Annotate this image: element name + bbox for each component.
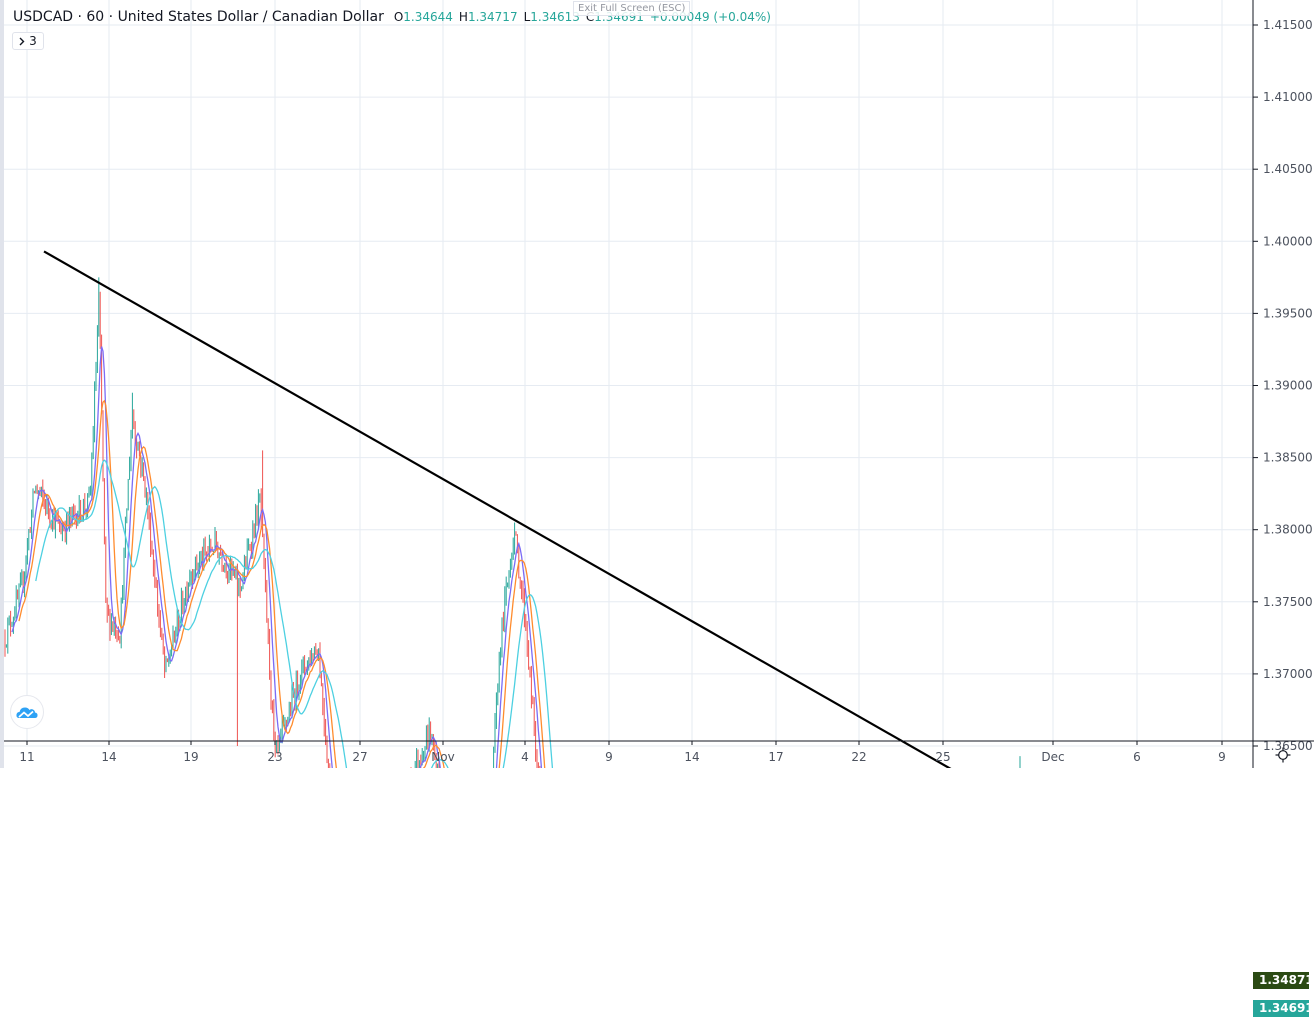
last-price-label: 1.34691 (1253, 999, 1314, 1017)
chart-grid (4, 0, 1253, 747)
svg-text:1.39000: 1.39000 (1263, 379, 1313, 393)
moving-average-lines (11, 346, 554, 768)
svg-text:19: 19 (183, 750, 198, 764)
left-toolbar-edge (0, 0, 4, 768)
svg-text:1.37000: 1.37000 (1263, 667, 1313, 681)
svg-text:1.37500: 1.37500 (1263, 595, 1313, 609)
svg-text:14: 14 (101, 750, 116, 764)
chart-axes: 1.41500 1.41000 1.40500 1.40000 1.39500 1.390… (4, 0, 1314, 768)
svg-text:Dec: Dec (1041, 750, 1064, 764)
svg-text:1.38500: 1.38500 (1263, 451, 1313, 465)
tradingview-logo-button[interactable] (10, 695, 44, 729)
ohlc-low: L1.34613 (523, 10, 580, 24)
svg-text:27: 27 (352, 750, 367, 764)
tradingview-cloud-icon (16, 707, 38, 718)
symbol-title[interactable]: USDCAD · 60 · United States Dollar / Can… (13, 9, 384, 25)
price-chart[interactable]: 1.41500 1.41000 1.40500 1.40000 1.39500 1.390… (0, 0, 1314, 768)
candlestick-series (4, 277, 1021, 768)
resistance-price-label: 1.34871 (1253, 972, 1314, 990)
chevron-right-icon (19, 37, 25, 45)
chart-container[interactable]: 1.41500 1.41000 1.40500 1.40000 1.39500 1.390… (0, 0, 1314, 768)
indicator-count: 3 (29, 34, 37, 48)
svg-text:1.38000: 1.38000 (1263, 523, 1313, 537)
chart-settings-button[interactable] (1272, 745, 1294, 765)
svg-text:Nov: Nov (431, 750, 454, 764)
svg-text:14: 14 (684, 750, 699, 764)
svg-text:1.36500: 1.36500 (1263, 739, 1313, 753)
svg-text:1.39500: 1.39500 (1263, 306, 1313, 320)
svg-text:1.41000: 1.41000 (1263, 90, 1313, 104)
ohlc-open: O1.34644 (393, 10, 453, 24)
exit-fullscreen-tooltip[interactable]: Exit Full Screen (ESC) (573, 1, 691, 16)
settings-gear-icon (1275, 747, 1291, 763)
svg-text:1.40000: 1.40000 (1263, 234, 1313, 248)
svg-text:11: 11 (19, 750, 34, 764)
svg-text:17: 17 (768, 750, 783, 764)
svg-text:6: 6 (1133, 750, 1141, 764)
svg-text:23: 23 (267, 750, 282, 764)
svg-text:1.41500: 1.41500 (1263, 18, 1313, 32)
drawing-annotations[interactable] (4, 250, 1253, 768)
indicators-collapse-button[interactable]: 3 (12, 32, 44, 50)
ohlc-high: H1.34717 (458, 10, 518, 24)
svg-text:9: 9 (605, 750, 613, 764)
svg-text:9: 9 (1218, 750, 1226, 764)
svg-text:25: 25 (935, 750, 950, 764)
trendline-drawing[interactable] (43, 250, 1181, 768)
svg-text:1.40500: 1.40500 (1263, 162, 1313, 176)
svg-text:4: 4 (521, 750, 529, 764)
svg-text:22: 22 (851, 750, 866, 764)
